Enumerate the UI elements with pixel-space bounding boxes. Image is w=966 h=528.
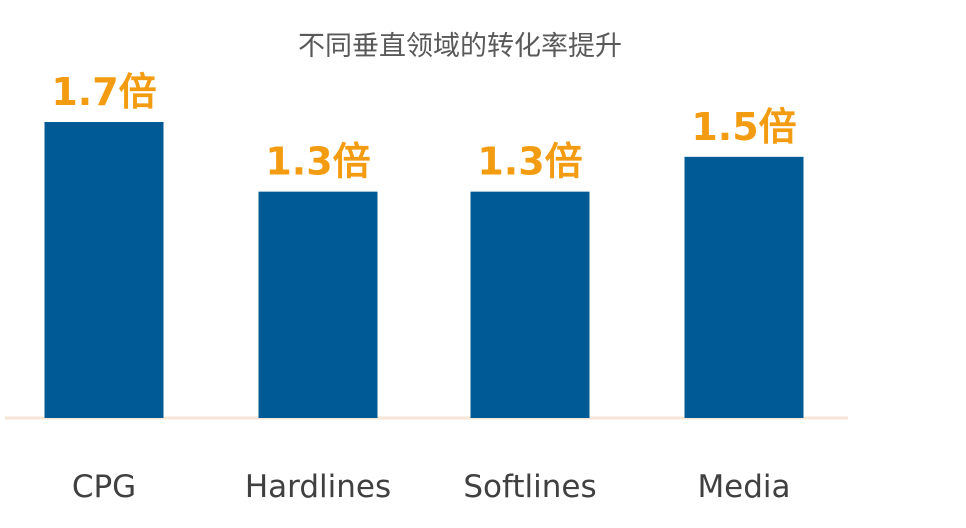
category-label-media: Media xyxy=(697,469,790,505)
category-label-cpg: CPG xyxy=(72,469,136,505)
data-label-softlines: 1.3倍 xyxy=(477,140,582,184)
bars-group xyxy=(44,122,804,418)
bar-softlines xyxy=(470,191,590,418)
data-labels-group: 1.7倍 1.3倍 1.3倍 1.5倍 xyxy=(51,70,796,184)
category-label-softlines: Softlines xyxy=(463,469,596,505)
data-label-hardlines: 1.3倍 xyxy=(265,140,370,184)
data-label-cpg: 1.7倍 xyxy=(51,70,156,114)
category-labels-group: CPG Hardlines Softlines Media xyxy=(72,469,791,505)
category-label-hardlines: Hardlines xyxy=(245,469,391,505)
bar-hardlines xyxy=(258,191,378,418)
bar-media xyxy=(684,156,804,418)
bar-cpg xyxy=(44,122,164,418)
chart-title: 不同垂直领域的转化率提升 xyxy=(298,31,622,62)
data-label-media: 1.5倍 xyxy=(691,105,796,149)
